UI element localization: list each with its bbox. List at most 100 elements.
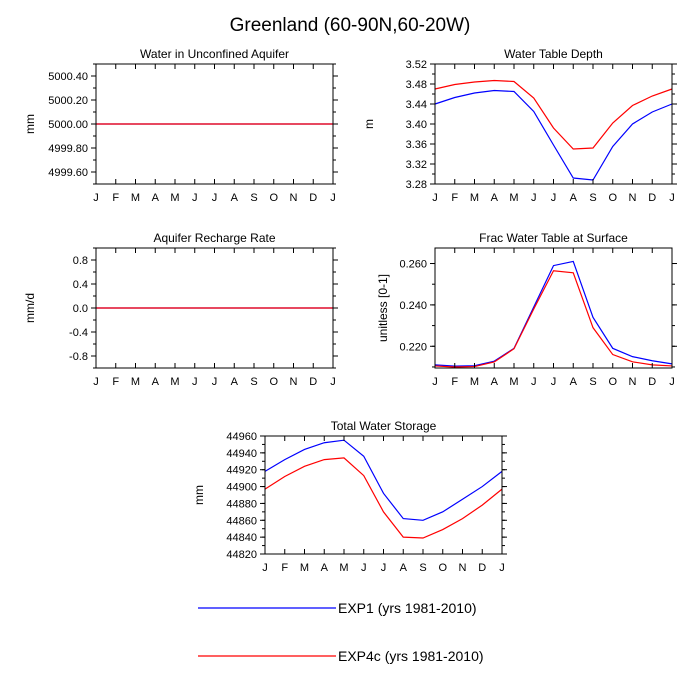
y-axis-label: mm [23,114,37,134]
x-tick-label: J [361,562,367,574]
y-tick-label: 44920 [226,465,257,477]
x-tick-label: O [438,562,447,574]
x-tick-label: F [281,562,288,574]
x-tick-label: J [499,562,505,574]
x-tick-label: A [491,376,499,388]
series-line-exp1 [434,89,673,181]
y-axis-label: unitless [0-1] [376,274,390,342]
x-tick-label: O [608,192,617,204]
y-tick-label: 3.44 [406,99,427,111]
legend-label: EXP4c (yrs 1981-2010) [338,648,484,664]
x-tick-label: N [290,376,298,388]
x-tick-label: M [339,562,348,574]
x-tick-label: A [152,376,160,388]
y-tick-label: 44820 [226,549,257,561]
x-tick-label: A [152,192,160,204]
y-tick-label: 44960 [226,431,257,443]
y-tick-label: 0.0 [73,303,88,315]
x-tick-label: O [269,376,278,388]
x-tick-label: A [570,192,578,204]
x-tick-label: J [93,376,99,388]
x-tick-label: N [459,562,467,574]
y-tick-label: 3.48 [406,79,427,91]
x-tick-label: J [669,192,675,204]
x-tick-label: O [269,192,278,204]
x-tick-label: M [170,192,179,204]
x-tick-label: M [470,376,479,388]
y-tick-label: -0.8 [69,351,88,363]
x-tick-label: N [629,192,637,204]
panel-title: Water Table Depth [504,47,603,61]
series-line-exp1 [264,439,503,521]
y-tick-label: 44940 [226,448,257,460]
legend-item-exp4c: EXP4c (yrs 1981-2010) [198,648,484,664]
y-tick-label: 44900 [226,482,257,494]
y-tick-label: 44840 [226,532,257,544]
x-tick-label: M [509,376,518,388]
x-tick-label: M [131,376,140,388]
y-tick-label: 0.4 [73,279,88,291]
y-tick-label: 3.28 [406,179,427,191]
y-tick-label: 5000.40 [48,71,88,83]
x-tick-label: A [491,192,499,204]
x-tick-label: A [321,562,329,574]
y-tick-label: 0.220 [399,341,427,353]
x-tick-label: D [309,192,317,204]
x-tick-label: J [432,376,438,388]
x-tick-label: D [648,376,656,388]
x-tick-label: S [250,192,257,204]
x-tick-label: J [212,192,218,204]
panel-title: Frac Water Table at Surface [479,231,628,245]
y-tick-label: -0.4 [69,327,88,339]
x-tick-label: N [629,376,637,388]
x-tick-label: D [478,562,486,574]
y-tick-label: 3.36 [406,139,427,151]
x-tick-label: F [112,376,119,388]
plot-frame [264,435,503,555]
x-tick-label: J [212,376,218,388]
y-tick-label: 4999.80 [48,143,88,155]
x-tick-label: J [192,192,198,204]
x-tick-label: A [231,376,239,388]
series-line-exp1 [434,260,673,367]
y-tick-label: 44880 [226,498,257,510]
x-tick-label: D [309,376,317,388]
y-tick-label: 3.32 [406,159,427,171]
x-tick-label: J [330,376,336,388]
x-tick-label: M [470,192,479,204]
x-tick-label: N [290,192,298,204]
x-tick-label: M [300,562,309,574]
y-axis-label: mm [192,485,206,505]
x-tick-label: A [231,192,239,204]
x-tick-label: J [531,192,537,204]
x-tick-label: O [608,376,617,388]
panel-title: Total Water Storage [331,419,437,433]
legend: EXP1 (yrs 1981-2010) EXP4c (yrs 1981-2010… [198,600,484,664]
x-tick-label: J [381,562,387,574]
y-axis-label: mm/d [23,293,37,323]
series-line-exp4c [264,457,503,539]
x-tick-label: J [551,192,557,204]
y-tick-label: 44860 [226,515,257,527]
x-tick-label: S [589,376,596,388]
series-line-exp4c [434,79,673,150]
series-line-exp4c [434,270,673,368]
x-tick-label: J [669,376,675,388]
y-tick-label: 3.40 [406,119,427,131]
y-tick-label: 3.52 [406,59,427,71]
x-tick-label: S [250,376,257,388]
x-tick-label: M [131,192,140,204]
y-tick-label: 0.260 [399,259,427,271]
x-tick-label: D [648,192,656,204]
y-tick-label: 0.240 [399,300,427,312]
x-tick-label: J [531,376,537,388]
y-tick-label: 5000.00 [48,119,88,131]
legend-item-exp1: EXP1 (yrs 1981-2010) [198,600,477,616]
